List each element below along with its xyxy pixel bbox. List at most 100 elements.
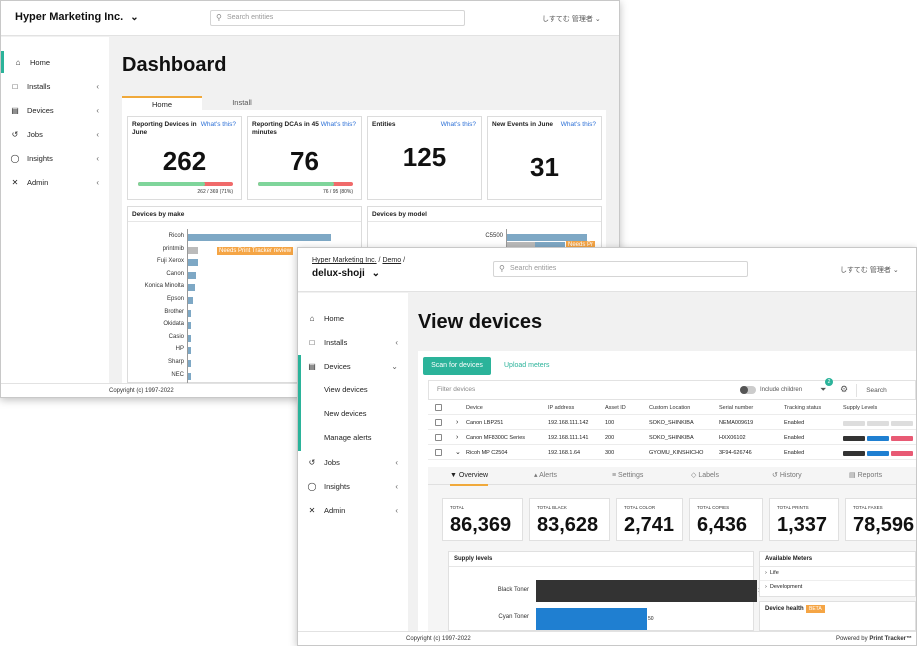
nav-devices[interactable]: ▤ Devices ⌄ bbox=[298, 355, 408, 377]
table-row[interactable]: › Canon MF8300C Series 192.168.111.141 2… bbox=[428, 431, 916, 445]
org-switcher[interactable]: Hyper Marketing Inc. ⌄ bbox=[15, 11, 139, 23]
filter-icon[interactable]: ⏷ bbox=[820, 385, 827, 394]
sliders-icon: ≡ bbox=[612, 472, 617, 479]
upload-meters-link[interactable]: Upload meters bbox=[504, 362, 550, 369]
review-annotation: Needs Pr bbox=[566, 241, 596, 249]
include-children-toggle[interactable] bbox=[740, 386, 756, 394]
bar-c5500-b bbox=[535, 242, 565, 249]
tab-label: Reports bbox=[857, 472, 883, 479]
whats-this-link[interactable]: What's this? bbox=[560, 121, 596, 128]
column-header[interactable]: Asset ID bbox=[605, 405, 626, 411]
breadcrumb-demo-link[interactable]: Demo bbox=[382, 257, 402, 264]
entity-switcher[interactable]: delux-shoji ⌄ bbox=[312, 268, 380, 279]
whats-this-link[interactable]: What's this? bbox=[320, 121, 356, 128]
device-name[interactable]: Ricoh MP C2504 bbox=[466, 450, 508, 456]
nav-view-devices[interactable]: View devices bbox=[324, 385, 368, 394]
chevron-left-icon: ‹ bbox=[395, 337, 398, 347]
select-all-checkbox[interactable] bbox=[435, 404, 442, 411]
stat-value: 86,369 bbox=[450, 514, 512, 536]
supply-level-bar bbox=[843, 421, 865, 426]
breadcrumb: Hyper Marketing Inc. / Demo / bbox=[312, 257, 405, 264]
nav-label: Insights bbox=[324, 481, 350, 491]
nav-label: Admin bbox=[27, 177, 49, 187]
filter-devices-input[interactable]: Filter devices bbox=[437, 386, 476, 393]
wrench-icon: ✕ bbox=[308, 505, 316, 515]
tab-install[interactable]: Install bbox=[232, 98, 252, 107]
stat-total-faxes: TOTAL FAXES 78,596 bbox=[845, 498, 916, 541]
chevron-left-icon: ‹ bbox=[96, 81, 99, 91]
tab-labels[interactable]: ◇ Labels bbox=[691, 467, 719, 484]
nav-installs[interactable]: □ Installs ‹ bbox=[1, 75, 109, 97]
nav-label: Jobs bbox=[27, 129, 43, 139]
user-menu[interactable]: しすてむ 管理者 ⌄ bbox=[840, 265, 899, 275]
tab-overview[interactable]: ▼ Overview bbox=[450, 467, 489, 486]
supply-level-bar bbox=[843, 436, 865, 441]
chevron-down-icon: ⌄ bbox=[371, 268, 380, 279]
progress-text: 262 / 369 (71%) bbox=[197, 189, 233, 195]
tab-alerts[interactable]: ▴ Alerts bbox=[534, 467, 557, 484]
column-header[interactable]: Custom Location bbox=[649, 405, 691, 411]
column-header[interactable]: Tracking status bbox=[784, 405, 822, 411]
nav-admin[interactable]: ✕ Admin ‹ bbox=[298, 499, 408, 521]
table-row[interactable]: › Canon LBP251 192.168.111.142 100 SOKO_… bbox=[428, 416, 916, 430]
tab-reports[interactable]: ▤ Reports bbox=[849, 467, 882, 484]
tab-label: Overview bbox=[458, 472, 489, 479]
row-checkbox[interactable] bbox=[435, 434, 442, 441]
card-title: Reporting DCAs in 45 minutes bbox=[252, 121, 319, 136]
collapse-chevron-icon[interactable]: ⌄ bbox=[455, 449, 461, 456]
tracking-status: Enabled bbox=[784, 435, 805, 441]
column-header[interactable]: Supply Levels bbox=[843, 405, 878, 411]
panel-divider bbox=[449, 566, 753, 567]
bar-label: Brother bbox=[164, 308, 184, 315]
column-header[interactable]: Serial number bbox=[719, 405, 754, 411]
history-icon: ↺ bbox=[11, 129, 19, 139]
whats-this-link[interactable]: What's this? bbox=[200, 121, 236, 128]
tab-history[interactable]: ↺ History bbox=[772, 467, 802, 484]
review-annotation: Needs Print Tracker review bbox=[217, 247, 294, 255]
tab-settings[interactable]: ≡ Settings bbox=[612, 467, 643, 484]
whats-this-link[interactable]: What's this? bbox=[440, 121, 476, 128]
entity-search-input[interactable]: ⚲ Search entities bbox=[493, 261, 748, 277]
entity-search-input[interactable]: ⚲ Search entities bbox=[210, 10, 465, 26]
nav-new-devices[interactable]: New devices bbox=[324, 409, 367, 418]
user-menu[interactable]: しすてむ 管理者 ⌄ bbox=[542, 14, 601, 24]
row-checkbox[interactable] bbox=[435, 419, 442, 426]
nav-insights[interactable]: ◯ Insights ‹ bbox=[1, 147, 109, 169]
tab-home[interactable]: Home bbox=[122, 96, 202, 110]
device-name[interactable]: Canon LBP251 bbox=[466, 420, 504, 426]
nav-manage-alerts[interactable]: Manage alerts bbox=[324, 433, 372, 442]
nav-installs[interactable]: □ Installs ‹ bbox=[298, 331, 408, 353]
search-button[interactable]: Search bbox=[856, 384, 896, 397]
scan-for-devices-button[interactable]: Scan for devices bbox=[423, 357, 491, 375]
breadcrumb-org-link[interactable]: Hyper Marketing Inc. bbox=[312, 257, 377, 264]
row-checkbox[interactable] bbox=[435, 449, 442, 456]
card-title: Reporting Devices in June bbox=[132, 121, 197, 136]
column-header[interactable]: Device bbox=[466, 405, 483, 411]
nav-admin[interactable]: ✕ Admin ‹ bbox=[1, 171, 109, 193]
expand-chevron-icon[interactable]: › bbox=[456, 434, 459, 441]
tab-label: History bbox=[779, 472, 802, 479]
ip-address: 192.168.1.64 bbox=[548, 450, 581, 456]
column-header[interactable]: IP address bbox=[548, 405, 575, 411]
supply-level-bar bbox=[891, 436, 913, 441]
nav-jobs[interactable]: ↺ Jobs ‹ bbox=[1, 123, 109, 145]
panel-title: Supply levels bbox=[454, 556, 493, 562]
nav-jobs[interactable]: ↺ Jobs ‹ bbox=[298, 451, 408, 473]
nav-home[interactable]: ⌂ Home bbox=[298, 307, 408, 329]
stat-value: 2,741 bbox=[624, 514, 675, 536]
expand-chevron-icon[interactable]: › bbox=[456, 419, 459, 426]
device-name[interactable]: Canon MF8300C Series bbox=[466, 435, 526, 441]
nav-home[interactable]: ⌂ Home bbox=[1, 51, 109, 73]
top-bar: Hyper Marketing Inc. / Demo / delux-shoj… bbox=[298, 248, 916, 292]
make-bar bbox=[188, 347, 191, 355]
nav-devices[interactable]: ▤ Devices ‹ bbox=[1, 99, 109, 121]
stat-total-color: TOTAL COLOR 2,741 bbox=[616, 498, 683, 541]
gear-icon[interactable]: ⚙ bbox=[840, 384, 849, 394]
wrench-icon: ✕ bbox=[11, 177, 19, 187]
nav-label: Devices bbox=[324, 361, 351, 371]
nav-insights[interactable]: ◯ Insights ‹ bbox=[298, 475, 408, 497]
table-row-expanded[interactable]: ⌄ Ricoh MP C2504 192.168.1.64 300 GYOMU_… bbox=[428, 446, 916, 460]
devices-table: Device IP address Asset ID Custom Locati… bbox=[428, 401, 916, 460]
meter-development[interactable]: › Development bbox=[765, 584, 802, 590]
meter-life[interactable]: › Life bbox=[765, 570, 779, 576]
